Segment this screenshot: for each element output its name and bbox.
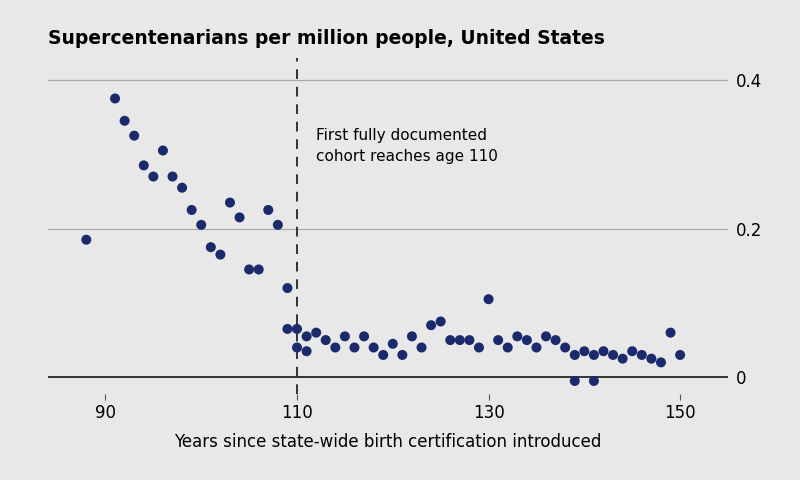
Point [587, 351, 600, 359]
Point [300, 333, 313, 340]
Point [521, 336, 534, 344]
Point [645, 355, 658, 362]
Point [482, 295, 495, 303]
Point [262, 206, 274, 214]
Point [242, 265, 255, 273]
Point [290, 344, 303, 351]
Point [597, 348, 610, 355]
Point [550, 336, 562, 344]
Point [654, 359, 667, 366]
Point [118, 117, 131, 125]
Point [635, 351, 648, 359]
Point [300, 348, 313, 355]
Point [463, 336, 476, 344]
X-axis label: Years since state-wide birth certification introduced: Years since state-wide birth certificati… [174, 433, 602, 451]
Point [338, 333, 351, 340]
Point [578, 348, 590, 355]
Point [223, 199, 236, 206]
Point [434, 318, 447, 325]
Point [348, 344, 361, 351]
Text: Supercentenarians per million people, United States: Supercentenarians per million people, Un… [48, 29, 605, 48]
Point [568, 377, 581, 385]
Point [367, 344, 380, 351]
Point [606, 351, 619, 359]
Point [386, 340, 399, 348]
Point [205, 243, 218, 251]
Point [664, 329, 677, 336]
Point [616, 355, 629, 362]
Point [425, 322, 438, 329]
Point [147, 173, 160, 180]
Point [281, 284, 294, 292]
Point [271, 221, 284, 228]
Point [319, 336, 332, 344]
Point [492, 336, 505, 344]
Point [157, 147, 170, 155]
Point [195, 221, 208, 228]
Point [674, 351, 686, 359]
Point [415, 344, 428, 351]
Point [568, 351, 581, 359]
Point [558, 344, 571, 351]
Point [329, 344, 342, 351]
Point [290, 325, 303, 333]
Point [530, 344, 543, 351]
Point [281, 325, 294, 333]
Text: First fully documented
cohort reaches age 110: First fully documented cohort reaches ag… [316, 128, 498, 164]
Point [166, 173, 179, 180]
Point [377, 351, 390, 359]
Point [454, 336, 466, 344]
Point [80, 236, 93, 243]
Point [252, 265, 265, 273]
Point [186, 206, 198, 214]
Point [214, 251, 226, 258]
Point [473, 344, 486, 351]
Point [587, 377, 600, 385]
Point [128, 132, 141, 140]
Point [511, 333, 524, 340]
Point [109, 95, 122, 102]
Point [502, 344, 514, 351]
Point [406, 333, 418, 340]
Point [358, 333, 370, 340]
Point [138, 162, 150, 169]
Point [233, 214, 246, 221]
Point [396, 351, 409, 359]
Point [540, 333, 553, 340]
Point [310, 329, 322, 336]
Point [444, 336, 457, 344]
Point [626, 348, 638, 355]
Point [176, 184, 189, 192]
